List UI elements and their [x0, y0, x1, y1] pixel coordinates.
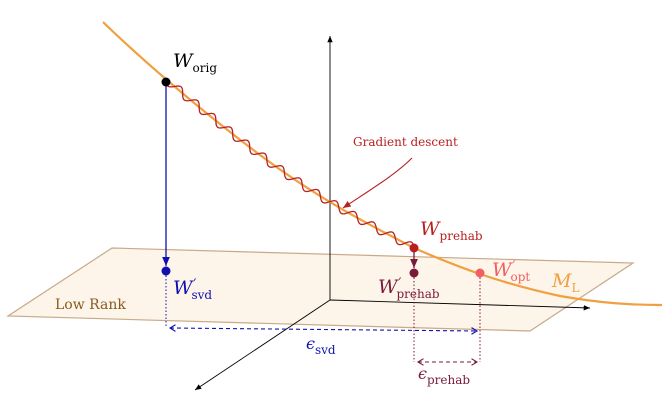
- w-prehab-prime-point: [409, 268, 419, 278]
- gradient-descent-path: [165, 79, 416, 249]
- w-prehab-point: [409, 243, 419, 253]
- w-orig-label: Worig: [173, 50, 218, 75]
- w-opt-label: W′opt: [492, 259, 531, 284]
- axis-x: [329, 299, 591, 311]
- low-rank-label: Low Rank: [55, 297, 126, 313]
- gradient-descent-arrow: [342, 157, 413, 209]
- eps-svd-arrow: [168, 324, 479, 335]
- low-rank-plane: [6, 247, 635, 332]
- w-svd-label: W′svd: [173, 277, 213, 302]
- eps-prehab-label: ϵprehab: [418, 364, 471, 387]
- gradient-descent-label: Gradient descent: [353, 135, 458, 149]
- w-opt-point: [475, 268, 485, 278]
- w-prehab-label: Wprehab: [420, 218, 483, 243]
- manifold-label: ML: [552, 270, 580, 295]
- eps-svd-label: ϵsvd: [306, 334, 336, 357]
- axis-y: [194, 299, 331, 391]
- w-svd-point: [161, 266, 171, 276]
- w-orig-point: [161, 77, 171, 87]
- w-prehab-prime-label: W′prehab: [378, 276, 440, 301]
